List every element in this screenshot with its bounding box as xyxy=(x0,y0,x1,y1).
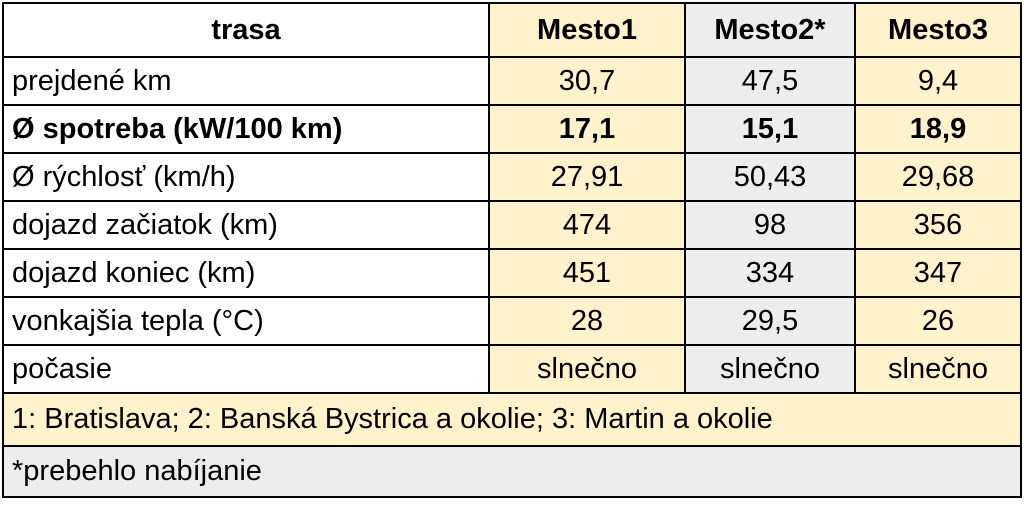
table-row: dojazd začiatok (km) 474 98 356 xyxy=(2,200,1022,250)
cell: 17,1 xyxy=(488,104,686,154)
row-label: dojazd začiatok (km) xyxy=(2,200,490,250)
cell: 18,9 xyxy=(854,104,1022,154)
row-label: počasie xyxy=(2,344,490,394)
cell: 26 xyxy=(854,296,1022,346)
note-row: *prebehlo nabíjanie xyxy=(2,445,1022,498)
cell: slnečno xyxy=(488,344,686,394)
note-row: 1: Bratislava; 2: Banská Bystrica a okol… xyxy=(2,392,1022,447)
table-row: Ø rýchlosť (km/h) 27,91 50,43 29,68 xyxy=(2,152,1022,202)
row-label: Ø spotreba (kW/100 km) xyxy=(2,104,490,154)
table-row: Ø spotreba (kW/100 km) 17,1 15,1 18,9 xyxy=(2,104,1022,154)
cell: 29,68 xyxy=(854,152,1022,202)
header-cell: Mesto2* xyxy=(684,2,856,58)
cell: 347 xyxy=(854,248,1022,298)
cell: 9,4 xyxy=(854,56,1022,106)
table-row: dojazd koniec (km) 451 334 347 xyxy=(2,248,1022,298)
table-row: vonkajšia tepla (°C) 28 29,5 26 xyxy=(2,296,1022,346)
row-label: Ø rýchlosť (km/h) xyxy=(2,152,490,202)
table-body: trasa Mesto1 Mesto2* Mesto3 prejdené km 30,7 4… xyxy=(2,2,1022,498)
cell: 29,5 xyxy=(684,296,856,346)
cell: 27,91 xyxy=(488,152,686,202)
table-row: prejdené km 30,7 47,5 9,4 xyxy=(2,56,1022,106)
cell: 50,43 xyxy=(684,152,856,202)
header-cell: Mesto1 xyxy=(488,2,686,58)
header-row: trasa Mesto1 Mesto2* Mesto3 xyxy=(2,2,1022,58)
note: *prebehlo nabíjanie xyxy=(2,445,1022,498)
row-label: prejdené km xyxy=(2,56,490,106)
cell: 47,5 xyxy=(684,56,856,106)
cell: 474 xyxy=(488,200,686,250)
note: 1: Bratislava; 2: Banská Bystrica a okol… xyxy=(2,392,1022,447)
header-cell: trasa xyxy=(2,2,490,58)
cell: 15,1 xyxy=(684,104,856,154)
header-cell: Mesto3 xyxy=(854,2,1022,58)
row-label: vonkajšia tepla (°C) xyxy=(2,296,490,346)
data-table: trasa Mesto1 Mesto2* Mesto3 prejdené km 30,7 4… xyxy=(2,2,1022,498)
cell: 356 xyxy=(854,200,1022,250)
row-label: dojazd koniec (km) xyxy=(2,248,490,298)
cell: slnečno xyxy=(684,344,856,394)
cell: slnečno xyxy=(854,344,1022,394)
table-row: počasie slnečno slnečno slnečno xyxy=(2,344,1022,394)
cell: 451 xyxy=(488,248,686,298)
cell: 98 xyxy=(684,200,856,250)
cell: 30,7 xyxy=(488,56,686,106)
cell: 334 xyxy=(684,248,856,298)
cell: 28 xyxy=(488,296,686,346)
